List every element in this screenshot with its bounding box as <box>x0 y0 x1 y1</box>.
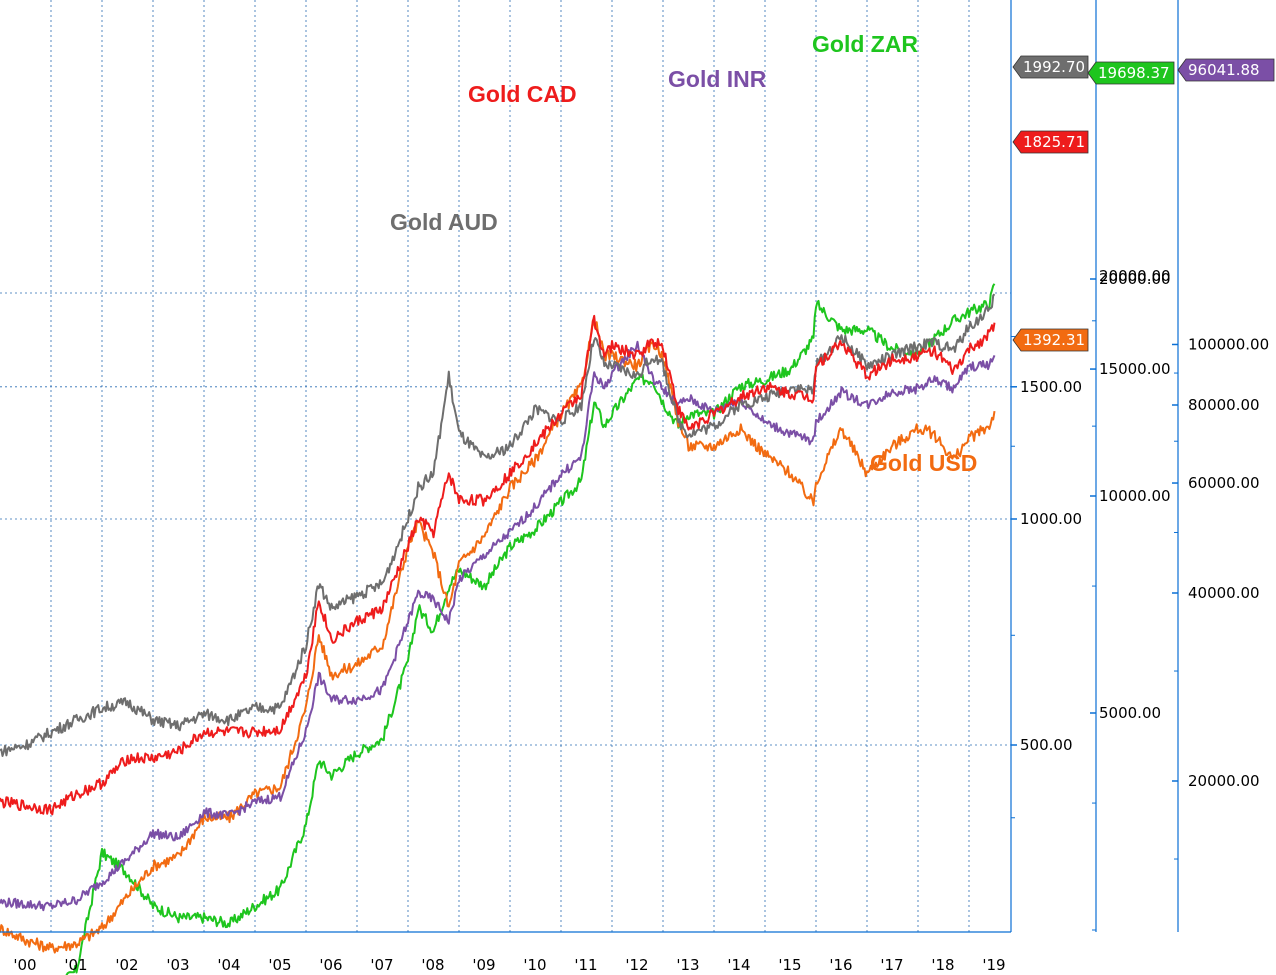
zar-tick-label: 10000.00 <box>1099 487 1171 505</box>
svg-text:1392.31: 1392.31 <box>1023 331 1085 349</box>
label-gold-inr: Gold INR <box>668 66 767 92</box>
badge-gold-zar: 19698.37 <box>1087 61 1175 85</box>
x-tick-label: '16 <box>829 956 852 974</box>
x-tick-labels: '00 '01 '02 '03 '04 '05 '06 '07 '08 '09 '10 '11 '12 '… <box>13 956 1005 974</box>
x-tick-label: '02 <box>115 956 138 974</box>
badge-gold-aud: 1992.70 <box>1012 55 1089 79</box>
x-tick-label: '05 <box>268 956 291 974</box>
series-lines <box>0 283 996 975</box>
series-line-gold-cad <box>0 314 996 816</box>
svg-text:1825.71: 1825.71 <box>1023 133 1085 151</box>
chart-axes <box>0 0 1179 933</box>
series-line-gold-zar <box>65 283 996 975</box>
inr-tick-label: 20000.00 <box>1188 772 1260 790</box>
svg-text:1992.70: 1992.70 <box>1023 58 1085 76</box>
x-tick-label: '10 <box>523 956 546 974</box>
x-tick-label: '11 <box>574 956 597 974</box>
x-tick-label: '17 <box>880 956 903 974</box>
inr-tick-label: 40000.00 <box>1188 584 1260 602</box>
zar-tick-label: 15000.00 <box>1099 360 1171 378</box>
x-tick-label: '09 <box>472 956 495 974</box>
zar-tick-label: 20000.00 <box>1099 270 1171 288</box>
svg-text:19698.37: 19698.37 <box>1098 64 1170 82</box>
series-line-gold-aud <box>0 293 996 757</box>
x-tick-label: '12 <box>625 956 648 974</box>
x-tick-label: '07 <box>370 956 393 974</box>
series-line-gold-usd <box>0 319 996 954</box>
x-tick-label: '03 <box>166 956 189 974</box>
inr-tick-label: 80000.00 <box>1188 396 1260 414</box>
zar-tick-label: 5000.00 <box>1099 704 1161 722</box>
usd-tick-label: 1500.00 <box>1020 378 1082 396</box>
label-gold-usd: Gold USD <box>870 450 977 476</box>
x-tick-label: '06 <box>319 956 342 974</box>
y-tick-labels: 500.00 1000.00 1500.00 5000.00 10000.00 15000… <box>1011 267 1269 931</box>
series-line-gold-inr <box>0 340 996 912</box>
x-tick-label: '01 <box>64 956 87 974</box>
chart-grid <box>0 0 1011 932</box>
label-gold-aud: Gold AUD <box>390 209 498 235</box>
inr-tick-label: 60000.00 <box>1188 474 1260 492</box>
badge-gold-usd: 1392.31 <box>1012 328 1089 352</box>
x-tick-label: '00 <box>13 956 36 974</box>
x-tick-label: '19 <box>982 956 1005 974</box>
svg-text:96041.88: 96041.88 <box>1188 61 1260 79</box>
zar-top-tick-label: 20000.00 <box>1099 267 1171 285</box>
usd-tick-label: 1000.00 <box>1020 510 1082 528</box>
inr-tick-label: 100000.00 <box>1188 335 1269 353</box>
last-value-badges: 1992.70 19698.37 96041.88 1825.71 1392.31 <box>1012 55 1275 352</box>
x-tick-label: '18 <box>931 956 954 974</box>
badge-gold-cad: 1825.71 <box>1012 130 1089 154</box>
x-tick-label: '14 <box>727 956 750 974</box>
usd-tick-label: 500.00 <box>1020 736 1073 754</box>
label-gold-zar: Gold ZAR <box>812 31 918 57</box>
x-tick-label: '13 <box>676 956 699 974</box>
label-gold-cad: Gold CAD <box>468 81 577 107</box>
badge-gold-inr: 96041.88 <box>1177 58 1275 82</box>
x-tick-label: '04 <box>217 956 240 974</box>
x-tick-label: '08 <box>421 956 444 974</box>
x-tick-label: '15 <box>778 956 801 974</box>
